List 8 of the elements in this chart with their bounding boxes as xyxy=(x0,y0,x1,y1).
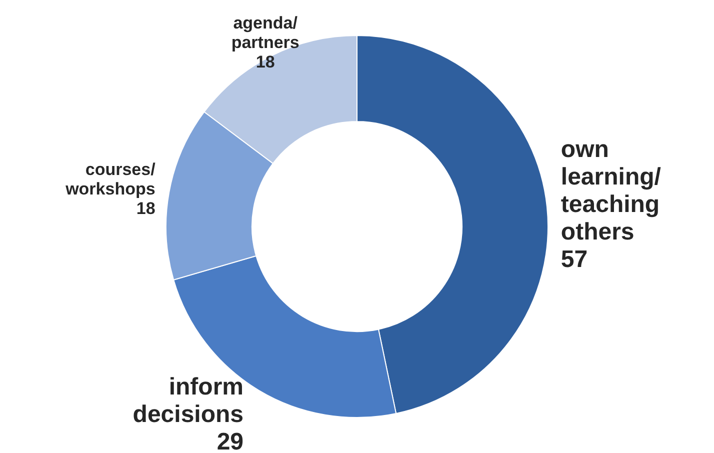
slice-label: courses/ workshops xyxy=(64,160,156,198)
data-label: 57 xyxy=(560,246,588,274)
slice-label: agenda/ partners xyxy=(231,13,300,52)
data-label: 18 xyxy=(256,52,275,72)
data-label: 18 xyxy=(136,198,156,218)
slice-label: own learning/ teaching others xyxy=(560,136,662,246)
slice-label: inform decisions xyxy=(132,374,244,428)
data-label: 29 xyxy=(216,428,244,453)
